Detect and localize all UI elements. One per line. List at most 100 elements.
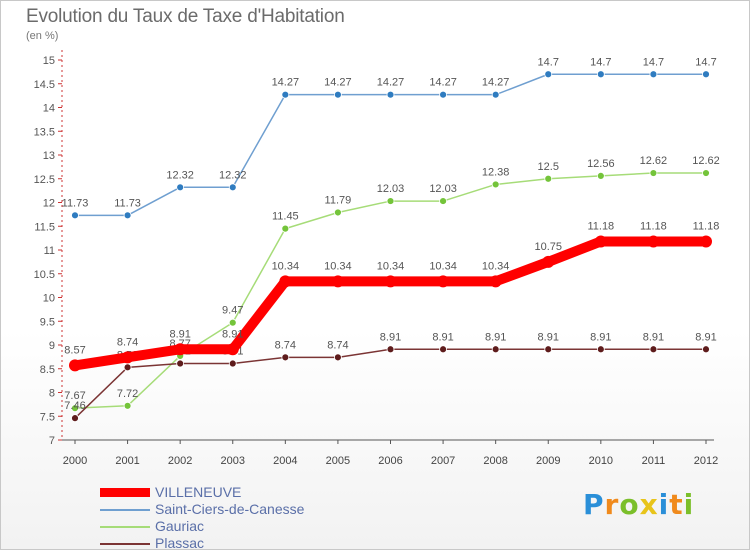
data-point: [334, 90, 342, 99]
data-label: 8.91: [380, 331, 401, 343]
data-label: 12.03: [429, 183, 457, 195]
data-label: 10.34: [429, 260, 457, 272]
data-label: 14.27: [324, 77, 352, 89]
legend-label: Saint-Ciers-de-Canesse: [155, 501, 305, 517]
data-label: 10.34: [272, 260, 300, 272]
line-chart: 7 7.5 8 8.5 9 9.5 10 10.5 11 11.5 12 12.5 13 13.5 14 14…: [34, 50, 720, 467]
data-label: 8.74: [117, 336, 138, 348]
data-point: [123, 401, 132, 410]
data-label: 8.91: [432, 331, 453, 343]
data-point: [228, 318, 237, 327]
data-point: [386, 90, 395, 99]
data-point: [544, 70, 553, 79]
data-label: 11.45: [272, 211, 299, 223]
y-tick-label: 11.5: [34, 221, 55, 233]
legend-label: Gauriac: [155, 518, 205, 534]
data-label: 8.57: [64, 344, 85, 356]
data-label: 8.91: [222, 328, 243, 340]
data-label: 10.34: [324, 260, 352, 272]
logo-letter: P: [583, 488, 605, 521]
y-tick-label: 12: [43, 198, 55, 210]
data-point: [702, 70, 710, 79]
data-label: 11.79: [325, 194, 352, 206]
x-tick-label: 2004: [273, 455, 297, 467]
data-point: [121, 351, 134, 364]
data-label: 14.27: [482, 77, 510, 89]
data-point: [69, 359, 81, 372]
data-point: [228, 359, 237, 368]
data-point: [334, 208, 342, 217]
y-tick-label: 7.5: [40, 411, 55, 423]
proxiti-logo: Proxiti: [583, 488, 694, 521]
data-point: [439, 345, 447, 354]
data-label: 11.18: [693, 220, 720, 232]
y-tick-label: 10.5: [34, 269, 55, 281]
data-label: 8.74: [275, 339, 296, 351]
data-point: [228, 183, 237, 192]
data-point: [123, 211, 132, 220]
y-tick-label: 9: [49, 340, 55, 352]
data-point: [491, 90, 500, 99]
x-tick-label: 2008: [483, 455, 507, 467]
data-label: 8.74: [327, 339, 348, 351]
data-label: 14.7: [695, 56, 716, 68]
data-point: [386, 345, 395, 354]
data-label: 12.5: [538, 161, 559, 173]
data-point: [71, 414, 79, 423]
data-label: 7.46: [64, 400, 85, 412]
x-tick-label: 2009: [536, 455, 560, 467]
series-line: [74, 172, 706, 409]
y-tick-label: 13.5: [34, 126, 55, 138]
data-label: 8.91: [169, 328, 190, 340]
chart-title: Evolution du Taux de Taxe d'Habitation: [26, 6, 345, 27]
data-point: [174, 343, 187, 356]
data-point: [491, 180, 500, 189]
series-line: [74, 348, 706, 419]
data-label: 8.91: [538, 331, 559, 343]
x-tick-label: 2010: [589, 455, 613, 467]
data-point: [649, 169, 658, 177]
data-label: 9.47: [222, 305, 243, 317]
data-point: [649, 345, 658, 354]
data-point: [700, 235, 712, 248]
logo-letter: i: [683, 488, 695, 521]
x-tick-label: 2003: [221, 455, 245, 467]
data-label: 14.7: [590, 56, 611, 68]
x-tick-label: 2012: [694, 455, 718, 467]
chart-subtitle: (en %): [26, 30, 59, 42]
y-tick-label: 7: [49, 435, 55, 447]
x-tick-label: 2000: [63, 455, 87, 467]
y-tick-label: 9.5: [40, 316, 55, 328]
legend-swatch: [100, 488, 150, 497]
data-point: [176, 359, 185, 368]
data-point: [281, 224, 290, 233]
y-tick-label: 15: [43, 55, 55, 67]
data-label: 10.75: [534, 241, 562, 253]
data-point: [594, 235, 607, 248]
data-label: 12.32: [166, 169, 194, 181]
x-tick-label: 2001: [115, 455, 139, 467]
data-point: [544, 174, 553, 183]
y-tick-label: 10: [43, 293, 55, 305]
legend-swatch: [100, 543, 150, 545]
data-label: 12.62: [640, 155, 668, 167]
data-point: [596, 345, 605, 354]
y-tick-label: 8: [49, 388, 55, 400]
data-point: [437, 275, 450, 288]
logo-letter: r: [604, 488, 620, 521]
data-label: 11.73: [62, 197, 89, 209]
data-point: [596, 171, 605, 180]
x-tick-label: 2006: [378, 455, 402, 467]
data-label: 10.34: [377, 260, 405, 272]
data-point: [596, 70, 605, 79]
data-point: [123, 363, 132, 372]
data-label: 14.7: [643, 56, 664, 68]
data-label: 11.18: [587, 220, 614, 232]
logo-letter: i: [658, 488, 670, 521]
legend-swatch: [100, 509, 150, 511]
data-point: [439, 197, 447, 205]
legend-label: Plassac: [155, 535, 205, 551]
data-label: 12.38: [482, 166, 510, 178]
data-label: 8.91: [590, 331, 611, 343]
